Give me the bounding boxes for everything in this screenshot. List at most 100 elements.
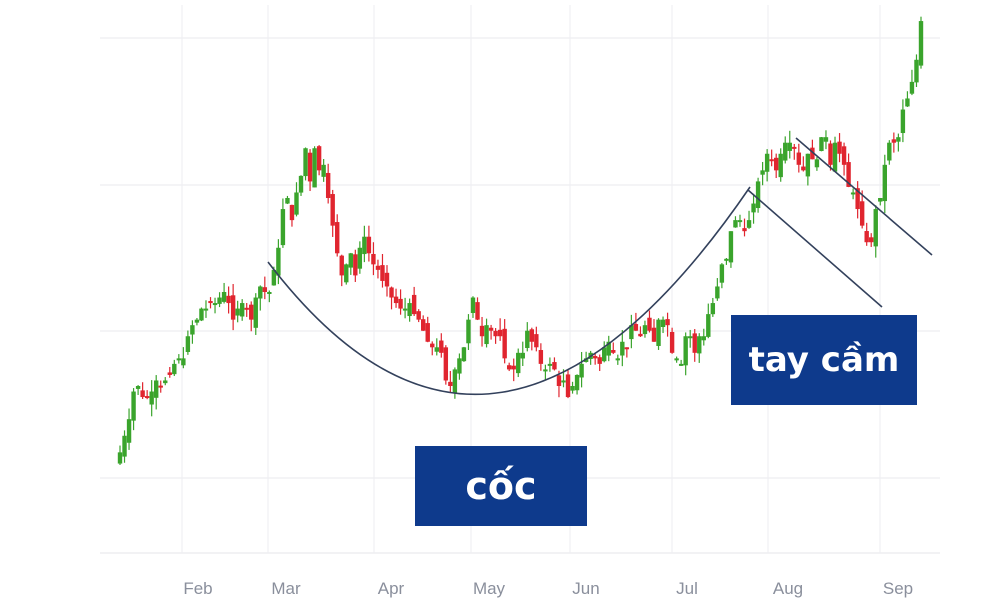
candle-body xyxy=(746,220,752,228)
candle-body xyxy=(606,341,611,356)
candle xyxy=(647,310,652,333)
candle-body xyxy=(592,355,598,359)
candle xyxy=(312,146,317,188)
candle xyxy=(918,16,924,69)
candle xyxy=(611,342,616,355)
candle xyxy=(706,303,711,339)
candle-body xyxy=(493,330,498,337)
candle-body xyxy=(755,181,761,209)
candle-body xyxy=(506,365,512,370)
candle-body xyxy=(294,192,299,215)
candle xyxy=(172,359,177,377)
candle xyxy=(190,320,195,344)
candle xyxy=(882,154,887,214)
candle-body xyxy=(859,201,865,226)
candle xyxy=(719,263,725,289)
candle-body xyxy=(212,303,218,306)
candle-body xyxy=(466,319,471,344)
candle-body xyxy=(846,162,851,187)
candle xyxy=(701,328,706,346)
candle xyxy=(742,218,747,237)
candle-body xyxy=(416,311,421,320)
candle-body xyxy=(552,362,557,370)
candle xyxy=(353,249,358,282)
x-tick-label: May xyxy=(473,579,506,598)
candle xyxy=(239,299,245,321)
candle xyxy=(316,145,322,176)
candle xyxy=(511,358,516,382)
candle xyxy=(878,197,883,206)
candle xyxy=(131,388,136,431)
candle xyxy=(841,142,847,176)
candle xyxy=(321,159,326,182)
candle xyxy=(484,318,489,348)
candle xyxy=(909,69,915,96)
candle xyxy=(289,204,295,227)
candle-body xyxy=(611,349,616,353)
candle xyxy=(285,195,290,205)
pattern-annotations xyxy=(267,137,933,396)
candle-body xyxy=(316,146,322,171)
candle-body xyxy=(344,264,349,283)
candle-body xyxy=(565,374,571,398)
candle xyxy=(574,374,580,395)
candle xyxy=(855,181,860,219)
candle-body xyxy=(914,59,919,83)
candle xyxy=(592,353,598,365)
candle xyxy=(837,133,842,163)
candle xyxy=(430,341,435,356)
candle-body xyxy=(615,358,620,361)
candle xyxy=(864,222,869,246)
candle xyxy=(669,327,675,354)
candle-body xyxy=(688,336,693,339)
candle-body xyxy=(579,363,584,378)
candle xyxy=(873,205,878,258)
candle-body xyxy=(484,325,489,345)
candle xyxy=(371,242,376,276)
cup-label: cốc xyxy=(465,464,537,508)
candle xyxy=(339,254,344,287)
x-tick-label: Sep xyxy=(883,579,913,598)
candle-body xyxy=(253,297,258,328)
candle-body xyxy=(330,194,335,226)
candle xyxy=(226,286,231,314)
candle xyxy=(665,312,670,337)
candle-body xyxy=(855,188,860,210)
cup-curve xyxy=(267,186,751,396)
candle xyxy=(769,149,774,167)
candle-body xyxy=(905,98,910,107)
chart-grid xyxy=(100,37,940,554)
candle-body xyxy=(669,331,675,353)
candle-body xyxy=(298,175,304,193)
candle xyxy=(914,54,919,87)
candle-body xyxy=(710,303,716,315)
candle xyxy=(552,357,557,371)
candle xyxy=(751,193,756,224)
candle xyxy=(298,175,304,196)
candle xyxy=(620,330,625,367)
candle-body xyxy=(873,209,878,247)
candle xyxy=(117,445,123,465)
candle-body xyxy=(719,264,725,283)
candle xyxy=(230,284,236,331)
candle-body xyxy=(660,319,666,327)
candle-body xyxy=(389,287,394,298)
candle-body xyxy=(226,295,231,304)
candle-body xyxy=(461,347,467,362)
candle xyxy=(692,329,697,362)
candle xyxy=(737,214,743,227)
candle-body xyxy=(828,143,833,165)
candle-body xyxy=(814,159,820,168)
candle xyxy=(212,297,218,314)
candle-body xyxy=(547,363,553,366)
candle-body xyxy=(597,357,602,364)
candle-body xyxy=(325,172,331,198)
candle xyxy=(660,316,666,334)
candle-body xyxy=(267,292,272,294)
candle xyxy=(221,282,227,304)
candle-body xyxy=(783,142,788,161)
candle xyxy=(887,140,892,165)
candle xyxy=(547,357,553,372)
candle xyxy=(330,189,335,237)
candle-body xyxy=(280,209,286,246)
